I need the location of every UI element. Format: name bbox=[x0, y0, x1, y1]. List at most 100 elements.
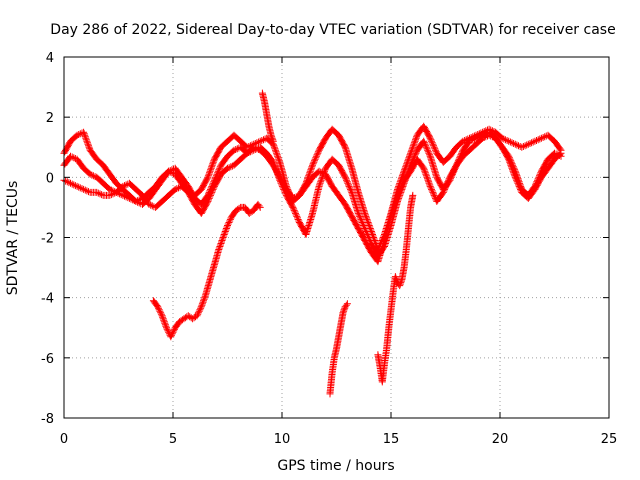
data-point bbox=[210, 163, 224, 184]
data-point bbox=[180, 313, 191, 323]
data-point bbox=[210, 172, 224, 190]
data-point bbox=[544, 157, 558, 172]
data-series-2 bbox=[60, 128, 565, 259]
data-point bbox=[505, 155, 519, 180]
data-point bbox=[86, 170, 99, 181]
data-point bbox=[178, 173, 191, 189]
data-point bbox=[485, 131, 498, 141]
grid bbox=[64, 57, 609, 418]
x-tick-label: 15 bbox=[383, 432, 400, 447]
data-point bbox=[171, 170, 185, 186]
data-point bbox=[407, 193, 416, 211]
data-point bbox=[348, 212, 362, 231]
y-tick-label: -6 bbox=[41, 352, 54, 367]
data-point bbox=[333, 334, 342, 353]
data-point bbox=[335, 322, 345, 341]
data-point bbox=[354, 209, 368, 231]
data-point bbox=[261, 98, 270, 117]
y-axis-ticks: -8 -6 -4 -2 0 2 4 bbox=[41, 51, 609, 427]
data-point bbox=[178, 182, 191, 195]
data-point bbox=[531, 135, 544, 145]
chart-title: Day 286 of 2022, Sidereal Day-to-day VTE… bbox=[50, 22, 615, 38]
data-point bbox=[289, 192, 302, 202]
data-point bbox=[67, 152, 79, 162]
data-point bbox=[551, 150, 564, 163]
data-point bbox=[557, 149, 565, 157]
data-point bbox=[452, 138, 466, 151]
data-point bbox=[269, 137, 277, 145]
x-tick-label: 0 bbox=[60, 432, 68, 447]
data-point bbox=[459, 147, 472, 160]
data-point bbox=[197, 199, 211, 217]
data-point bbox=[505, 137, 518, 147]
data-point bbox=[230, 156, 243, 169]
data-point bbox=[167, 325, 178, 341]
data-point bbox=[263, 152, 276, 168]
data-point bbox=[184, 182, 198, 201]
data-point bbox=[400, 247, 410, 272]
data-point bbox=[93, 155, 106, 168]
data-point bbox=[341, 173, 355, 195]
data-marks bbox=[60, 89, 565, 398]
data-point bbox=[158, 192, 171, 205]
data-point bbox=[184, 312, 195, 322]
data-point bbox=[328, 356, 338, 377]
data-point bbox=[398, 265, 408, 284]
data-point bbox=[256, 203, 264, 211]
data-point bbox=[184, 188, 198, 207]
y-tick-label: -2 bbox=[41, 232, 54, 247]
data-point bbox=[537, 157, 551, 175]
data-point bbox=[158, 312, 170, 330]
data-point bbox=[498, 143, 512, 162]
data-point bbox=[381, 214, 395, 244]
data-point bbox=[374, 238, 388, 266]
data-point bbox=[328, 125, 342, 138]
data-point bbox=[80, 185, 92, 196]
data-point bbox=[210, 247, 222, 269]
y-tick-label: 4 bbox=[46, 51, 54, 66]
data-point bbox=[165, 186, 178, 199]
data-point bbox=[407, 148, 420, 169]
data-point bbox=[335, 131, 348, 150]
data-point bbox=[204, 184, 218, 205]
data-point bbox=[302, 175, 316, 190]
data-point bbox=[394, 178, 407, 199]
data-point bbox=[537, 166, 551, 181]
y-tick-label: -8 bbox=[41, 412, 54, 427]
data-point bbox=[459, 135, 472, 145]
data-point bbox=[315, 136, 329, 154]
data-point bbox=[112, 183, 126, 196]
data-point bbox=[67, 132, 80, 145]
data-point bbox=[80, 128, 94, 153]
data-point bbox=[407, 133, 421, 157]
data-point bbox=[420, 122, 433, 141]
data-point bbox=[439, 153, 453, 166]
data-point bbox=[93, 188, 106, 199]
data-point bbox=[219, 223, 231, 241]
data-point bbox=[466, 135, 478, 145]
data-point bbox=[139, 191, 152, 207]
data-point bbox=[426, 134, 440, 156]
data-point bbox=[86, 146, 100, 162]
data-point bbox=[498, 134, 511, 144]
data-point bbox=[400, 151, 414, 175]
data-point bbox=[337, 310, 347, 329]
y-tick-label: 2 bbox=[46, 111, 54, 126]
data-point bbox=[217, 165, 230, 178]
data-point bbox=[254, 200, 263, 210]
data-point bbox=[354, 225, 368, 243]
data-point bbox=[387, 193, 401, 220]
data-point bbox=[106, 189, 119, 199]
data-point bbox=[413, 155, 427, 171]
data-point bbox=[328, 155, 342, 168]
data-point bbox=[158, 169, 172, 184]
data-point bbox=[73, 129, 86, 139]
data-point bbox=[289, 203, 303, 225]
data-point bbox=[193, 304, 205, 320]
data-point bbox=[433, 190, 446, 205]
data-point bbox=[210, 145, 224, 163]
data-point bbox=[282, 191, 296, 210]
data-point bbox=[176, 316, 186, 326]
